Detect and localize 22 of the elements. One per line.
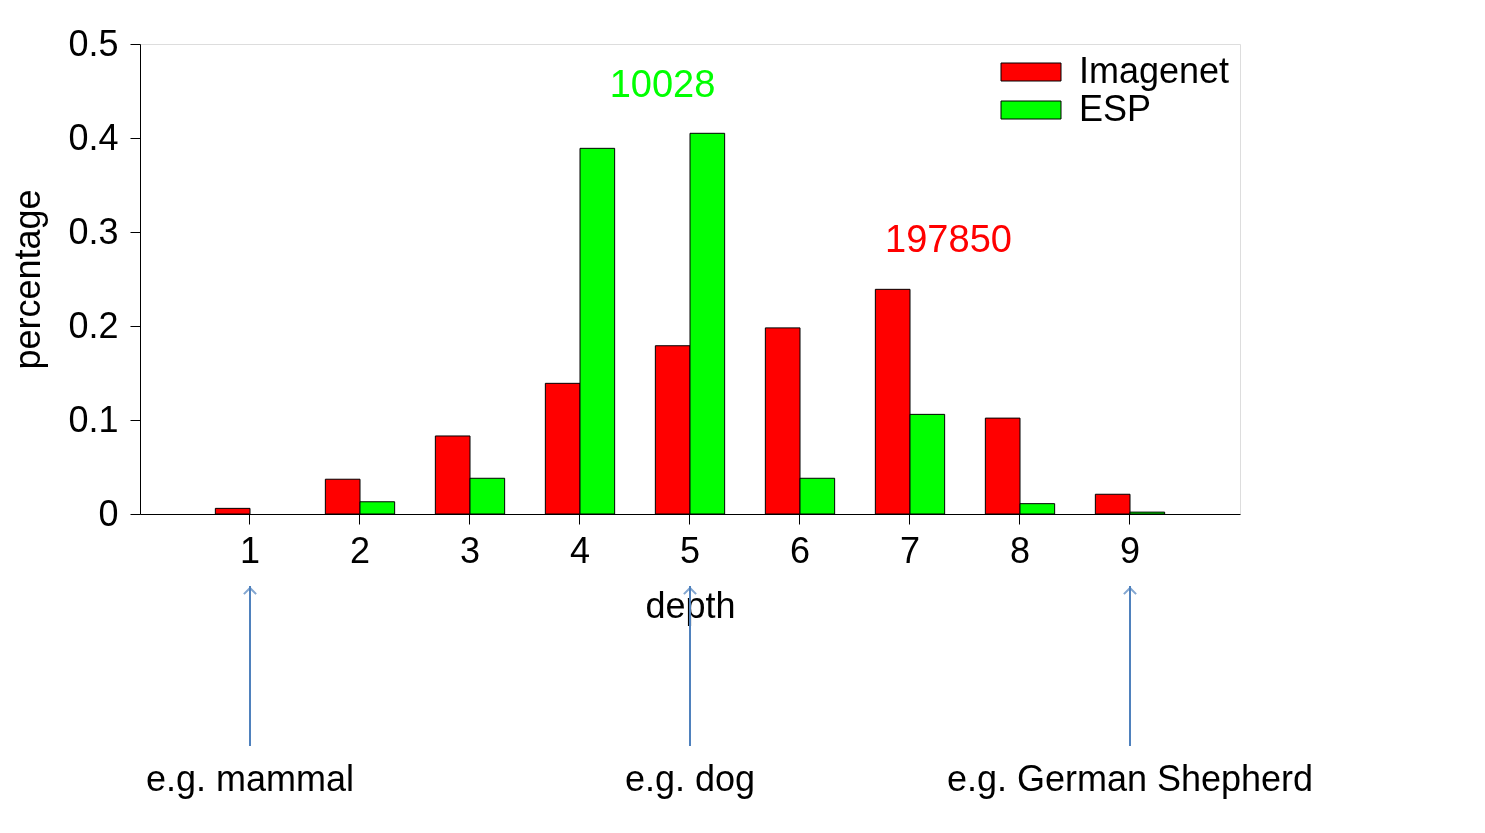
- text: e.g. mammal: [145, 758, 355, 799]
- x-tick-label: 4: [569, 529, 591, 571]
- x-tick-label: 6: [789, 529, 811, 571]
- y-tick-label: 0.4: [68, 116, 119, 158]
- text: e.g. dog: [624, 758, 756, 799]
- y-tick-label: 0: [98, 492, 119, 534]
- annotation: 10028: [609, 63, 716, 106]
- x-tick-label: 8: [1009, 529, 1031, 571]
- y-tick-label: 0.5: [68, 22, 119, 64]
- y-axis-title: percentage: [7, 189, 49, 370]
- y-tick-label: 0.2: [68, 304, 119, 346]
- x-tick-label: 3: [459, 529, 481, 571]
- x-tick-label: 5: [679, 529, 701, 571]
- x-tick-label: 7: [899, 529, 921, 571]
- legend-label: Imagenet: [1079, 50, 1230, 91]
- x-tick-label: 1: [239, 529, 261, 571]
- y-tick-label: 0.3: [68, 210, 119, 252]
- x-tick-label: 9: [1119, 529, 1141, 571]
- x-tick-label: 2: [349, 529, 371, 571]
- text: e.g. German Shepherd: [946, 758, 1314, 799]
- annotation: 197850: [885, 218, 1012, 261]
- y-tick-label: 0.1: [68, 398, 119, 440]
